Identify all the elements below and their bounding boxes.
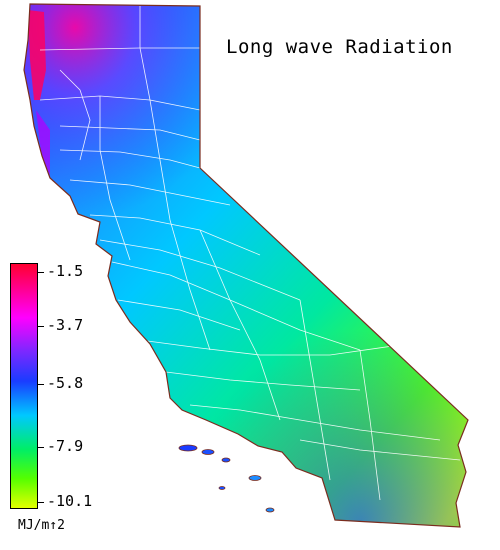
- scale-label-max: -1.5: [47, 262, 84, 280]
- tick-mark: [38, 384, 44, 385]
- tick-mark: [38, 326, 44, 327]
- channel-islands: [178, 444, 275, 513]
- scale-label-upper: -3.7: [47, 316, 84, 334]
- scale-label-min: -10.1: [47, 492, 93, 510]
- unit-label: MJ/m↑2: [18, 518, 65, 533]
- tick-mark: [38, 272, 44, 273]
- tick-mark: [38, 447, 44, 448]
- color-scale-bar: [10, 263, 38, 509]
- map-title: Long wave Radiation: [226, 36, 453, 58]
- tick-mark: [38, 502, 44, 503]
- county-lines: [39, 6, 461, 501]
- scale-label-mid: -5.8: [47, 374, 84, 392]
- state-outline: [23, 3, 469, 528]
- scale-label-lower: -7.9: [47, 437, 84, 455]
